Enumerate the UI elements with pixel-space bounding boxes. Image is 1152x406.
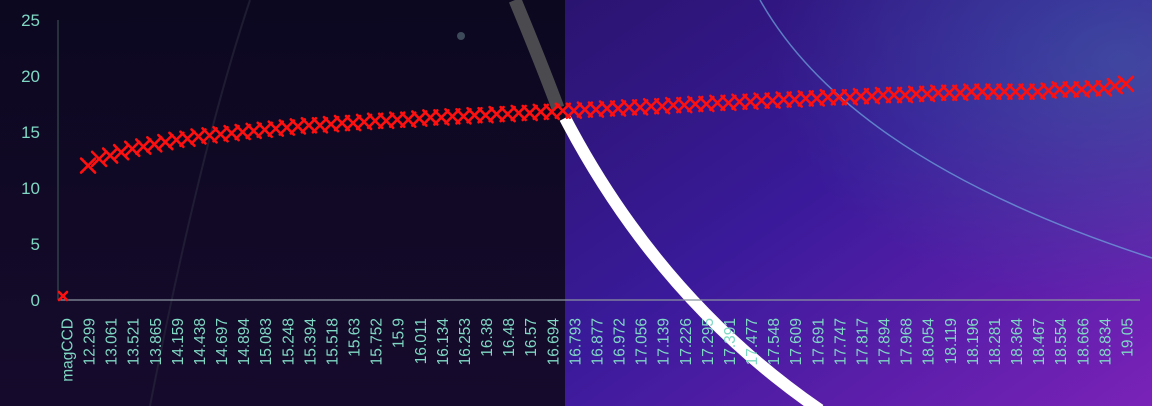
x-tick-label: 16.694: [545, 318, 562, 366]
data-point-marker: [79, 157, 97, 174]
background-glow: [565, 0, 1152, 406]
x-tick-label: 15.518: [324, 318, 341, 365]
x-tick-label: 16.57: [523, 318, 540, 357]
x-tick-label: 17.477: [744, 318, 761, 365]
x-tick-label: 16.38: [479, 318, 496, 357]
x-tick-label: 17.747: [832, 318, 849, 365]
x-tick-label: 18.467: [1031, 318, 1048, 365]
x-tick-label: 17.139: [656, 318, 673, 365]
x-tick-label: 15.63: [347, 318, 364, 357]
x-tick-label: 14.697: [214, 318, 231, 365]
x-tick-label: 17.056: [634, 318, 651, 365]
x-tick-label: 16.48: [501, 318, 518, 357]
x-tick-label: 15.394: [302, 318, 319, 366]
x-tick-label: 13.061: [104, 318, 121, 365]
x-tick-label: 15.248: [280, 318, 297, 365]
y-axis-ticks: 0 5 10 15 20 25: [21, 11, 40, 310]
x-tick-label: 18.281: [987, 318, 1004, 365]
x-tick-label: 18.119: [943, 318, 960, 364]
x-tick-label: 15.9: [391, 318, 408, 348]
y-tick-label: 10: [21, 179, 40, 198]
x-tick-label: 18.364: [1009, 318, 1026, 366]
x-tick-label: 17.391: [722, 318, 739, 365]
x-tick-label: 17.817: [854, 318, 871, 365]
decorative-arc-thin: [759, 0, 1152, 259]
x-tick-label: 16.793: [567, 318, 584, 365]
y-tick-label: 5: [31, 235, 40, 254]
x-axis-ticks: magCCD 12.299 13.061 13.521 13.865 14.159 14.4…: [60, 318, 1137, 382]
x-tick-label: 18.054: [921, 318, 938, 366]
background-dark: [0, 0, 565, 406]
x-tick-label: 17.609: [788, 318, 805, 365]
x-tick-label: 14.159: [170, 318, 187, 365]
x-tick-label: 16.877: [589, 318, 606, 365]
x-tick-label: 18.834: [1097, 318, 1114, 366]
x-tick-label: 16.011: [413, 318, 430, 364]
x-tick-label: magCCD: [60, 318, 77, 382]
decorative-arc-faint: [149, 0, 251, 406]
y-tick-label: 20: [21, 67, 40, 86]
x-tick-label: 19.05: [1119, 318, 1136, 357]
x-tick-label: 18.196: [965, 318, 982, 365]
x-tick-label: 17.968: [899, 318, 916, 365]
data-point-marker: [1117, 75, 1135, 93]
x-tick-label: 15.752: [369, 318, 386, 365]
x-tick-label: 14.438: [192, 318, 209, 365]
x-tick-label: 18.554: [1053, 318, 1070, 366]
x-tick-label: 17.894: [877, 318, 894, 366]
x-tick-label: 13.521: [126, 318, 143, 365]
x-tick-label: 13.865: [148, 318, 165, 365]
x-tick-label: 14.894: [236, 318, 253, 366]
data-points: [57, 75, 1135, 302]
y-tick-label: 0: [31, 291, 40, 310]
y-tick-label: 15: [21, 123, 40, 142]
x-tick-label: 17.691: [810, 318, 827, 365]
x-tick-label: 18.666: [1075, 318, 1092, 365]
x-tick-label: 16.134: [435, 318, 452, 366]
decorative-arc-gray: [508, 0, 565, 111]
x-tick-label: 16.253: [457, 318, 474, 365]
x-tick-label: 16.972: [612, 318, 629, 365]
decorative-arc-white: [559, 115, 824, 406]
x-tick-label: 12.299: [82, 318, 99, 365]
x-tick-label: 17.295: [700, 318, 717, 365]
decorative-dot: [457, 32, 465, 40]
x-tick-label: 15.083: [258, 318, 275, 365]
y-tick-label: 25: [21, 11, 40, 30]
x-tick-label: 17.226: [678, 318, 695, 365]
x-tick-label: 17.548: [766, 318, 783, 365]
data-point-marker: [57, 290, 69, 302]
